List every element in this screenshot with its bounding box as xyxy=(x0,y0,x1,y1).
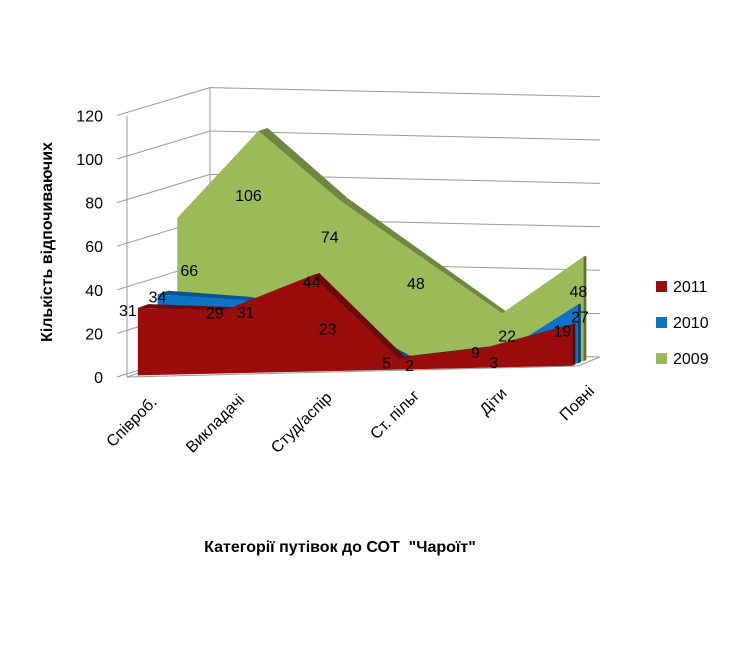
series-ridge xyxy=(311,272,405,359)
series-end-cap xyxy=(572,323,576,366)
x-category-label: Викладачі xyxy=(183,392,248,457)
data-label: 2 xyxy=(405,358,414,375)
series-ridge xyxy=(398,346,490,359)
data-label: 34 xyxy=(149,289,167,306)
series-2011 xyxy=(137,272,576,376)
data-label: 31 xyxy=(119,303,137,320)
gridline xyxy=(209,130,601,141)
x-axis-line xyxy=(126,365,579,378)
y-tick-label: 40 xyxy=(85,283,103,300)
data-label: 48 xyxy=(407,276,425,293)
legend-entry: 2010 xyxy=(673,315,709,332)
series-ridge xyxy=(485,323,576,349)
x-axis-categories: Співроб. Викладачі Студ/аспір Ст. пільг Діти… xyxy=(104,383,599,457)
gridline xyxy=(209,87,601,98)
data-label: 19 xyxy=(553,323,571,340)
side-gridline xyxy=(116,173,211,204)
side-gridline xyxy=(116,87,211,116)
series-ridge xyxy=(157,290,251,301)
data-label: 27 xyxy=(571,310,589,327)
x-category-label: Ст. пільг xyxy=(367,387,423,443)
data-label: 44 xyxy=(303,275,321,292)
y-tick-label: 120 xyxy=(76,108,103,125)
data-label: 31 xyxy=(237,305,255,322)
side-gridline xyxy=(116,130,211,160)
y-tick-label: 0 xyxy=(94,370,103,387)
data-label: 22 xyxy=(498,328,516,345)
data-label: 74 xyxy=(321,230,339,247)
series-end-cap xyxy=(583,255,587,362)
series-end-cap xyxy=(577,303,581,364)
series-layer xyxy=(137,127,587,376)
legend-entry: 2011 xyxy=(673,279,708,296)
data-label: 23 xyxy=(319,321,337,338)
series-ridge xyxy=(420,254,507,314)
series-area-2011 xyxy=(137,275,573,376)
data-label: 9 xyxy=(471,345,480,362)
legend: 2011 2010 2009 xyxy=(656,279,709,368)
data-label: 106 xyxy=(235,188,262,205)
data-label: 48 xyxy=(569,284,587,301)
data-label: 66 xyxy=(180,263,198,280)
y-tick-label: 20 xyxy=(85,326,103,343)
x-category-label: Діти xyxy=(477,385,511,419)
y-tick-label: 100 xyxy=(76,152,103,169)
data-label: 3 xyxy=(489,355,498,372)
series-ridge xyxy=(137,304,234,311)
series-ridge xyxy=(339,197,427,258)
legend-swatch xyxy=(656,317,667,328)
y-tick-label: 60 xyxy=(85,239,103,256)
series-ridge xyxy=(258,127,348,201)
y-axis-ticks: 0 20 40 60 80 100 120 xyxy=(76,108,103,387)
data-label: 5 xyxy=(382,356,391,373)
x-axis-title: Категорії путівок до СОТ "Чароїт" xyxy=(204,539,476,556)
x-category-label: Співроб. xyxy=(104,394,161,451)
y-tick-label: 80 xyxy=(85,196,103,213)
y-axis-title: Кількість відпочиваючих xyxy=(39,142,56,342)
legend-swatch xyxy=(656,353,667,364)
data-label: 29 xyxy=(206,305,224,322)
x-category-label: Повні xyxy=(557,383,598,424)
x-category-label: Студ/аспір xyxy=(268,389,335,456)
floor-right-edge xyxy=(577,356,601,367)
legend-swatch xyxy=(656,281,667,292)
legend-entry: 2009 xyxy=(673,351,709,368)
